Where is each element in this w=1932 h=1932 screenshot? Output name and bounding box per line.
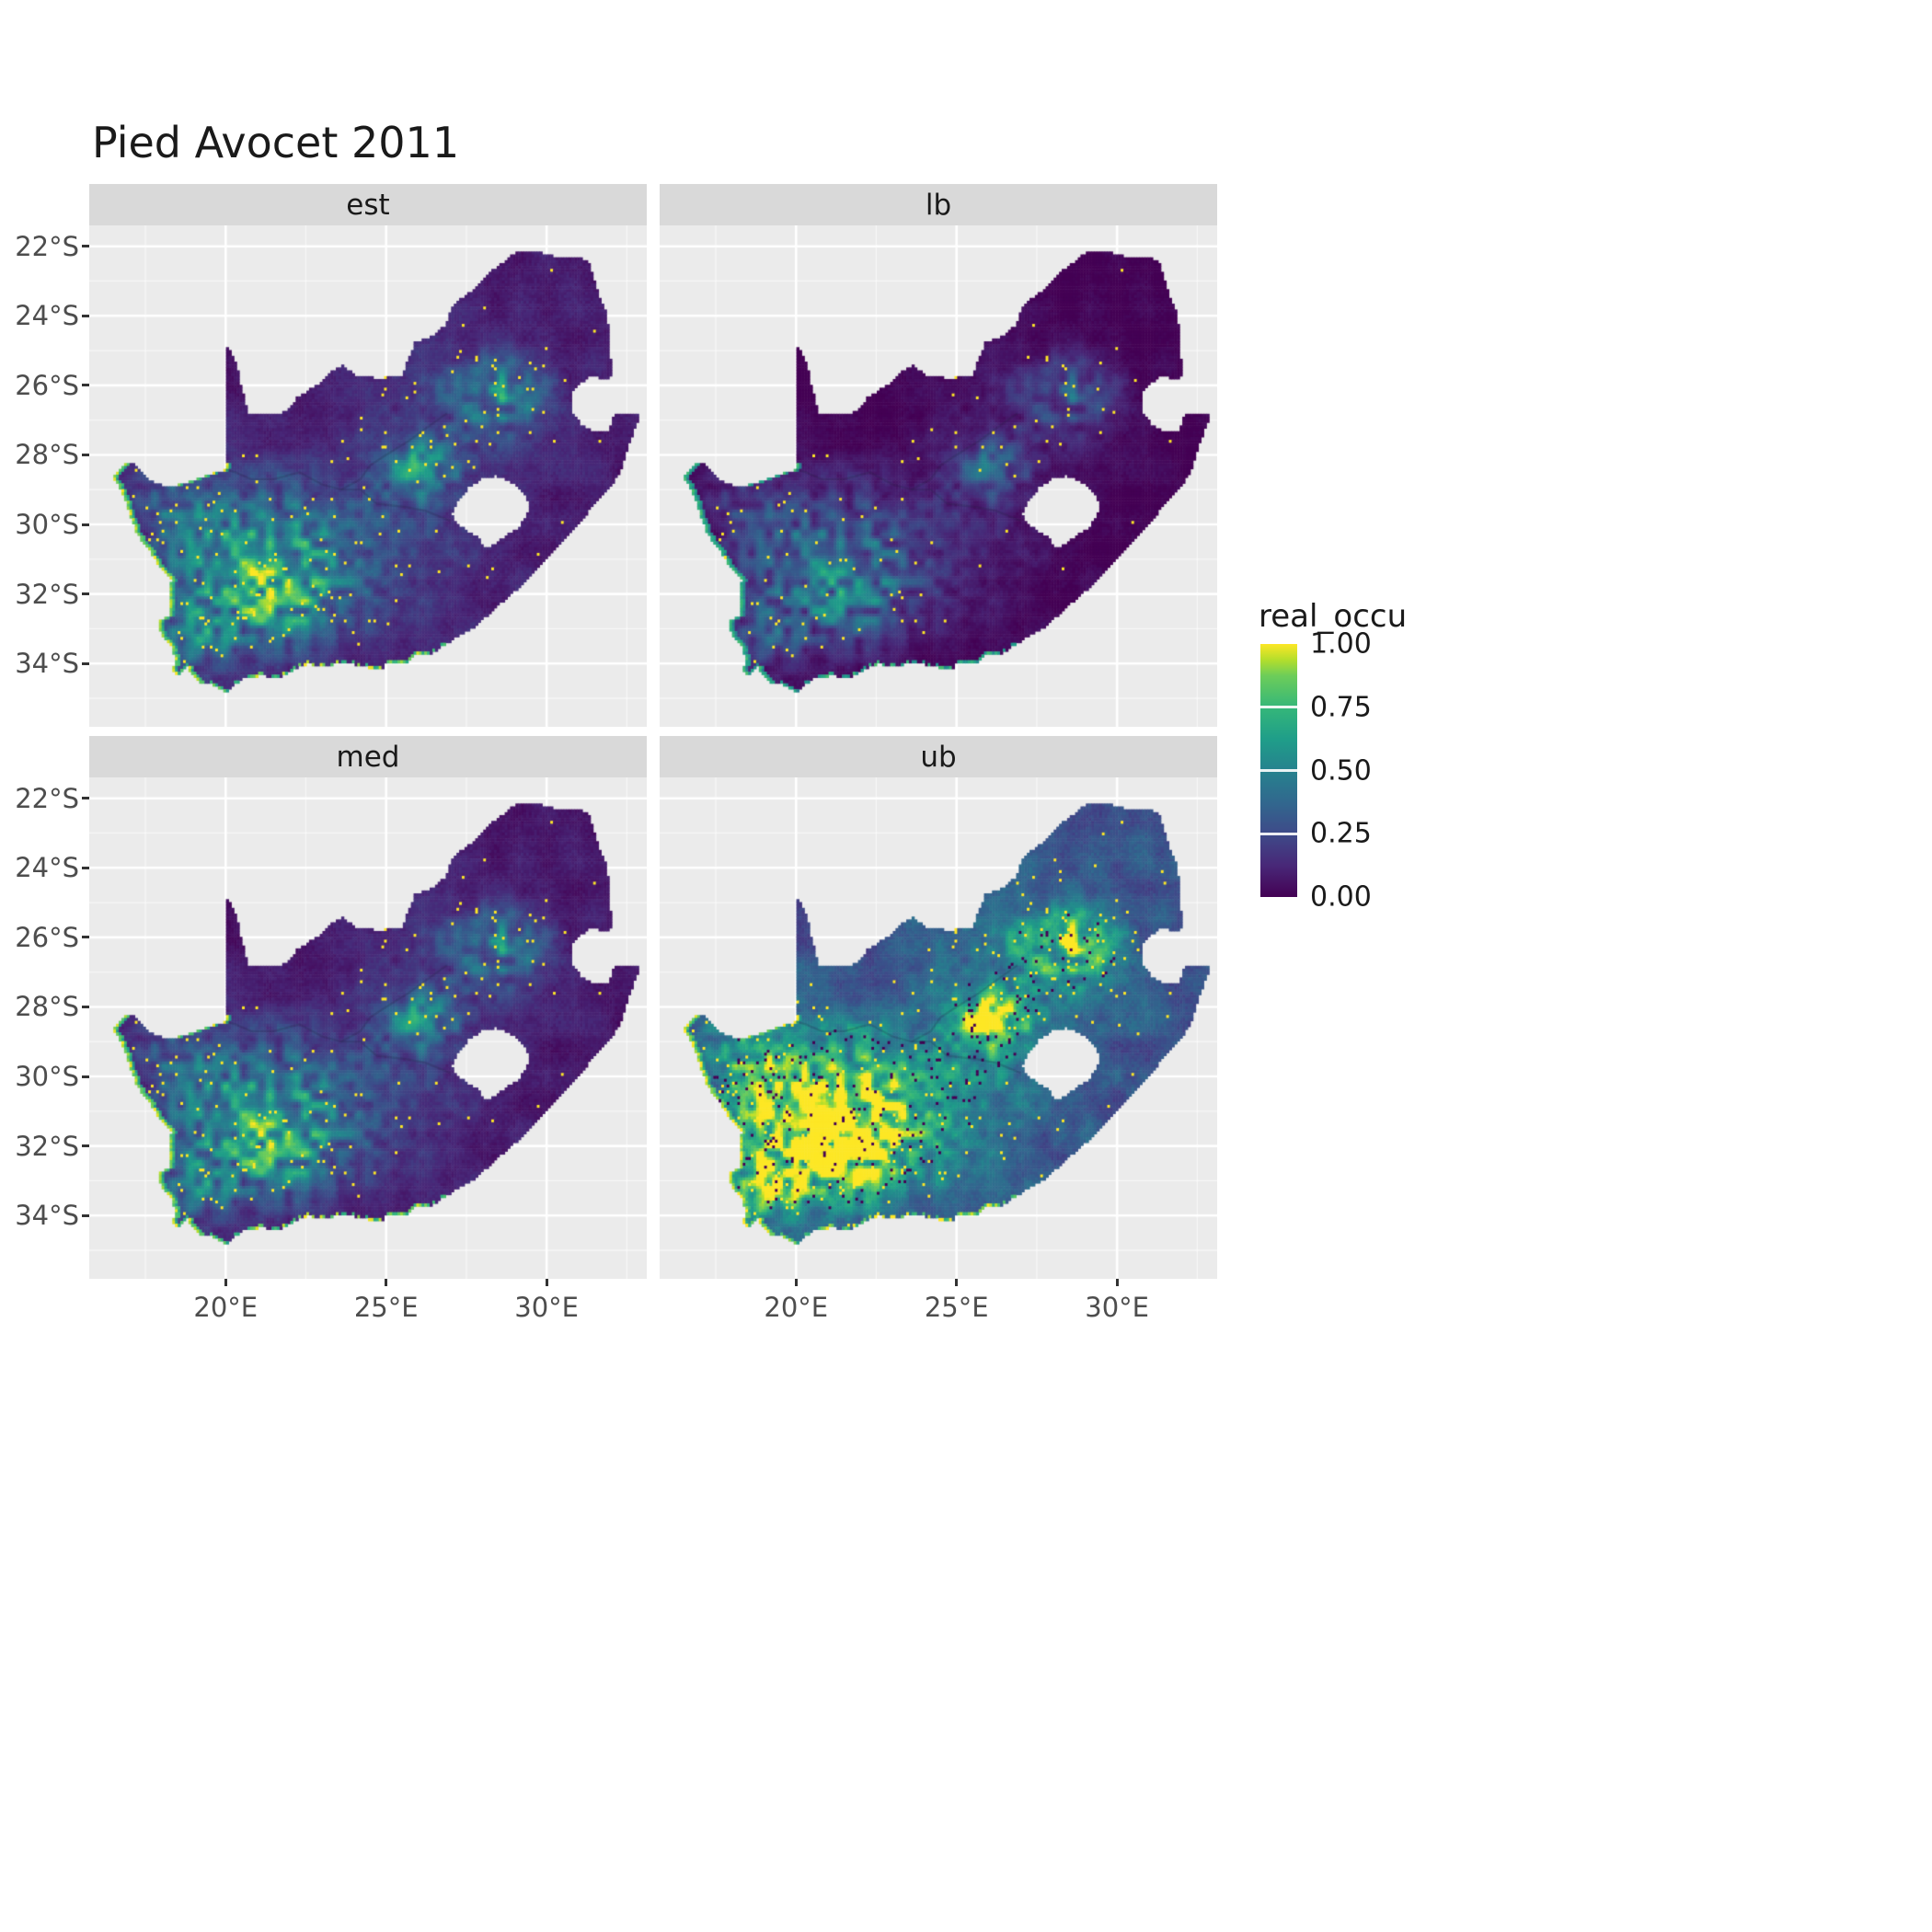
y-tick-mark — [82, 1005, 89, 1008]
y-tick-mark — [82, 1075, 89, 1078]
y-tick-label: 34°S — [15, 1200, 79, 1232]
y-tick-label: 28°S — [15, 991, 79, 1023]
facet-strip-label: med — [336, 740, 400, 774]
facet-strip-lb: lb — [660, 184, 1217, 225]
map-canvas-med — [89, 777, 647, 1279]
x-tick-mark — [1115, 1279, 1119, 1286]
legend-tick-label: 0.75 — [1310, 691, 1372, 724]
facet-strip-med: med — [89, 736, 647, 777]
x-tick-mark — [794, 1279, 798, 1286]
y-tick-label: 30°S — [15, 1061, 79, 1093]
x-tick-mark — [955, 1279, 959, 1286]
facet-strip-label: est — [346, 188, 390, 222]
map-canvas-ub — [660, 777, 1217, 1279]
legend-tick-label: 0.25 — [1310, 817, 1372, 850]
x-tick-mark — [224, 1279, 227, 1286]
legend-title: real_occu — [1259, 598, 1408, 635]
y-tick-label: 22°S — [15, 782, 79, 814]
x-tick-label: 20°E — [764, 1292, 829, 1323]
legend-tick-label: 0.50 — [1310, 754, 1372, 787]
x-tick-label: 30°E — [1085, 1292, 1150, 1323]
legend-tick-label: 0.00 — [1310, 880, 1372, 914]
x-tick-mark — [545, 1279, 548, 1286]
y-tick-mark — [82, 797, 89, 800]
y-tick-mark — [82, 384, 89, 387]
y-tick-mark — [82, 1144, 89, 1148]
y-tick-mark — [82, 523, 89, 526]
y-tick-label: 30°S — [15, 509, 79, 541]
y-tick-mark — [82, 866, 89, 869]
y-tick-label: 34°S — [15, 648, 79, 680]
y-tick-label: 26°S — [15, 369, 79, 401]
y-tick-label: 28°S — [15, 439, 79, 471]
map-canvas-est — [89, 225, 647, 727]
legend-tick-mark — [1260, 769, 1297, 772]
facet-strip-ub: ub — [660, 736, 1217, 777]
y-tick-label: 32°S — [15, 578, 79, 610]
legend-tick-label: 1.00 — [1310, 627, 1372, 661]
facet-strip-est: est — [89, 184, 647, 225]
y-tick-label: 32°S — [15, 1130, 79, 1162]
y-tick-label: 24°S — [15, 852, 79, 884]
y-tick-label: 26°S — [15, 921, 79, 953]
facet-strip-label: lb — [925, 188, 952, 222]
x-tick-label: 25°E — [924, 1292, 989, 1323]
map-canvas-lb — [660, 225, 1217, 727]
y-tick-mark — [82, 936, 89, 939]
facet-strip-label: ub — [920, 740, 957, 774]
legend-tick-mark — [1260, 832, 1297, 835]
x-tick-label: 30°E — [514, 1292, 580, 1323]
y-tick-mark — [82, 245, 89, 248]
x-tick-mark — [385, 1279, 388, 1286]
x-tick-label: 20°E — [193, 1292, 259, 1323]
y-tick-label: 22°S — [15, 230, 79, 262]
y-tick-mark — [82, 661, 89, 665]
y-tick-label: 24°S — [15, 300, 79, 332]
legend-tick-mark — [1260, 706, 1297, 709]
y-tick-mark — [82, 314, 89, 317]
y-tick-mark — [82, 1213, 89, 1217]
chart-title: Pied Avocet 2011 — [92, 118, 460, 167]
x-tick-label: 25°E — [353, 1292, 419, 1323]
y-tick-mark — [82, 592, 89, 596]
y-tick-mark — [82, 453, 89, 456]
